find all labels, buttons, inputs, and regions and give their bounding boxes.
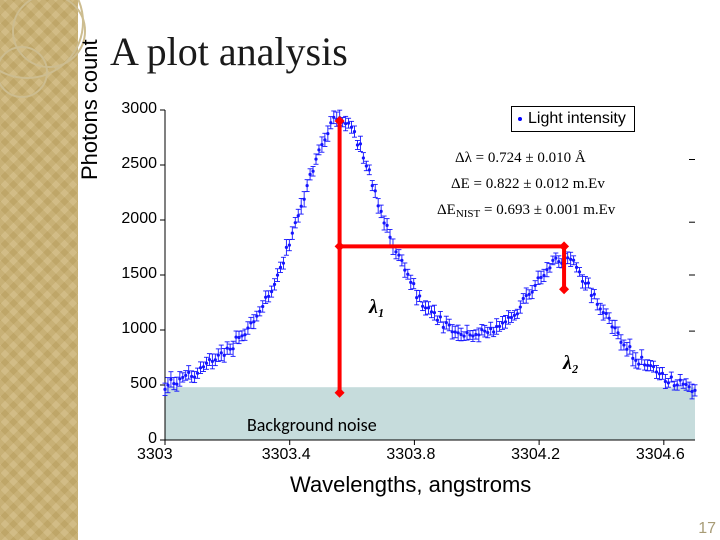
x-tick-label: 3303.8 xyxy=(386,446,435,464)
equation-text: ΔE = 0.822 ± 0.012 m.Ev xyxy=(451,176,605,193)
page-number: 17 xyxy=(698,520,716,538)
x-tick-label: 3303.4 xyxy=(262,446,311,464)
legend-text: Light intensity xyxy=(528,110,626,128)
y-tick-label: 3000 xyxy=(121,100,157,118)
y-tick-label: 1000 xyxy=(121,320,157,338)
equation-text: ΔENIST = 0.693 ± 0.001 m.Ev xyxy=(437,202,615,220)
lambda1-label: λ₁ xyxy=(369,296,385,319)
y-tick-label: 1500 xyxy=(121,265,157,283)
y-tick-label: 2500 xyxy=(121,155,157,173)
legend-marker xyxy=(518,117,522,121)
spectral-plot xyxy=(85,100,707,498)
lambda2-label: λ₂ xyxy=(563,352,579,375)
y-tick-label: 500 xyxy=(130,375,157,393)
y-axis-label: Photons count xyxy=(77,39,103,180)
x-tick-label: 3303 xyxy=(137,446,173,464)
background-noise-label: Background noise xyxy=(247,414,377,436)
x-tick-label: 3304.6 xyxy=(636,446,685,464)
legend: Light intensity xyxy=(511,106,635,132)
x-tick-label: 3304.2 xyxy=(511,446,560,464)
chart-container: Photons count Wavelengths, angstroms Lig… xyxy=(85,100,707,498)
equation-text: Δλ = 0.724 ± 0.010 Å xyxy=(455,150,586,167)
x-axis-label: Wavelengths, angstroms xyxy=(290,472,531,498)
y-tick-label: 2000 xyxy=(121,210,157,228)
page-title: A plot analysis xyxy=(110,28,348,75)
